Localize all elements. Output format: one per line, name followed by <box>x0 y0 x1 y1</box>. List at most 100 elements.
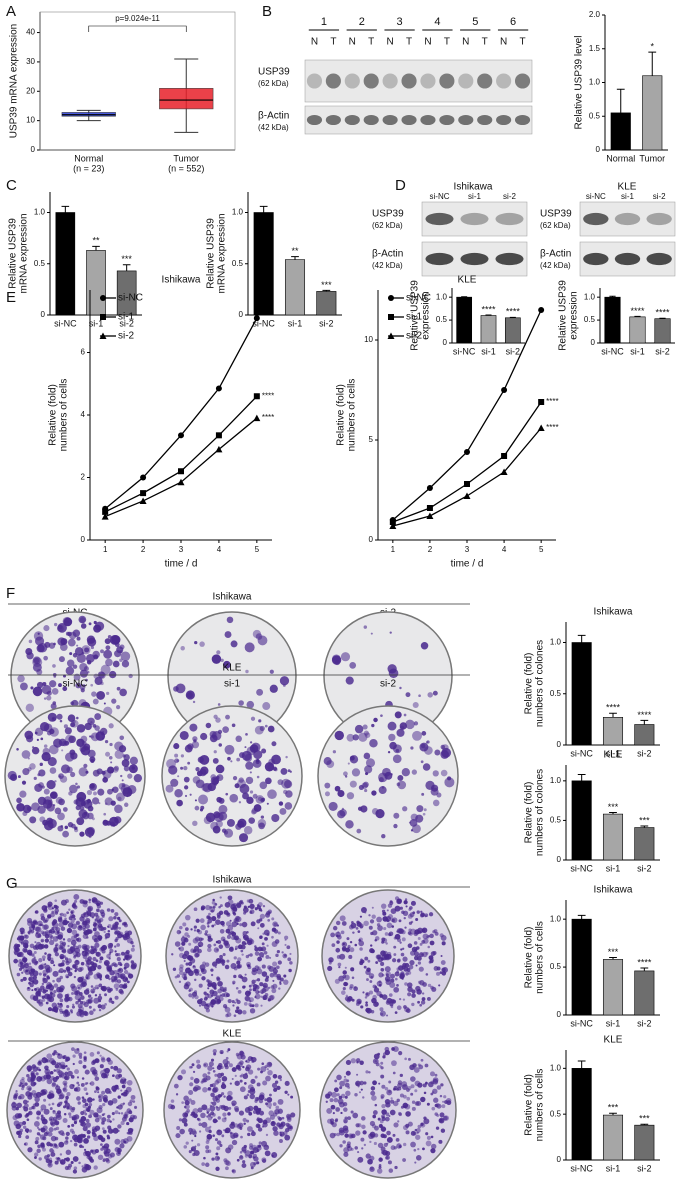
plate-spot <box>380 1061 384 1065</box>
marker <box>253 315 260 322</box>
plate-spot <box>80 1121 86 1127</box>
plate-spot <box>440 955 443 958</box>
plate-spot <box>243 1095 248 1100</box>
plate-spot <box>236 1006 240 1010</box>
plate-spot <box>344 1095 348 1099</box>
plate-spot <box>128 1117 134 1123</box>
plate-spot <box>50 912 55 918</box>
y-tick-label: 2.0 <box>589 10 601 19</box>
plate-spot <box>415 964 418 967</box>
plate-spot <box>386 1014 389 1017</box>
plate-spot <box>256 1144 260 1149</box>
plate-spot <box>221 1082 225 1085</box>
plate-spot <box>236 757 241 762</box>
plate-spot <box>101 1127 105 1131</box>
plate-spot <box>377 956 383 963</box>
plate-spot <box>218 797 225 804</box>
plate-spot <box>48 984 55 991</box>
plate-spot <box>337 931 340 934</box>
plate-spot <box>418 1064 424 1070</box>
plate-spot <box>396 782 401 787</box>
blot-band <box>496 114 512 126</box>
plate-spot <box>110 975 117 982</box>
marker <box>426 512 434 519</box>
plate-spot <box>409 819 418 827</box>
plate-spot <box>36 1110 42 1116</box>
plate-spot <box>67 1125 71 1128</box>
plate-spot <box>369 1140 372 1144</box>
plate-spot <box>91 916 94 919</box>
plate-spot <box>78 1060 83 1065</box>
plate-spot <box>385 1102 391 1108</box>
plate-spot <box>362 781 369 788</box>
panel-letter: C <box>6 177 17 194</box>
plate-spot <box>189 1132 192 1135</box>
plate-spot <box>248 1145 254 1150</box>
plate-spot <box>30 1081 36 1087</box>
plate-spot <box>394 977 398 981</box>
plate-spot <box>126 1131 130 1135</box>
plate-spot <box>431 986 437 992</box>
plate-spot <box>107 766 115 774</box>
plate-spot <box>273 1087 278 1092</box>
error-bar <box>577 634 586 643</box>
plate-spot <box>423 1091 427 1095</box>
plate-spot <box>121 779 124 782</box>
plate-spot <box>402 1158 406 1162</box>
plate-spot <box>108 977 111 981</box>
plate-spot <box>213 714 218 719</box>
plate-spot <box>409 1064 415 1071</box>
plate-spot <box>272 921 278 927</box>
plate-spot <box>279 1133 283 1137</box>
plate-spot <box>222 726 229 733</box>
plate-spot <box>436 971 440 976</box>
error-bar <box>640 1123 649 1126</box>
plate-spot <box>265 1102 268 1106</box>
plate-spot <box>381 1103 386 1109</box>
plate-spot <box>336 1074 342 1081</box>
y-axis-label: numbers of cells <box>535 921 546 994</box>
error-bar <box>577 1060 586 1069</box>
plate-spot <box>255 1108 261 1114</box>
plate-spot <box>40 916 46 921</box>
plate-spot <box>385 973 389 977</box>
plate-spot <box>328 801 338 811</box>
plate-spot <box>60 638 68 646</box>
bar <box>634 970 655 1016</box>
plate-spot <box>16 748 19 751</box>
blot-band <box>382 114 398 126</box>
blot-band <box>495 212 524 226</box>
plate-spot <box>258 719 262 723</box>
plate-spot <box>407 982 413 988</box>
y-axis-label: Relative (fold) <box>48 384 59 446</box>
plate-spot <box>376 980 383 987</box>
plate-spot <box>204 932 208 936</box>
panel-letter: D <box>395 177 406 194</box>
blot-band <box>306 114 323 126</box>
plate-spot <box>60 1064 66 1070</box>
plate-spot <box>42 799 53 809</box>
plate-spot <box>40 737 44 741</box>
plate-spot <box>418 966 424 972</box>
plate-spot <box>117 916 121 921</box>
plate-spot <box>245 761 254 770</box>
plate-spot <box>109 742 113 747</box>
plate-spot <box>283 979 289 985</box>
plate-spot <box>414 1128 418 1132</box>
plate-spot <box>28 1087 32 1091</box>
plate-spot <box>200 924 206 931</box>
plate-spot <box>84 1102 89 1107</box>
plate-spot <box>421 992 425 995</box>
plate-spot <box>31 1105 35 1110</box>
plate-spot <box>387 721 397 731</box>
plate-spot <box>193 1077 200 1084</box>
plate-spot <box>22 976 27 981</box>
plate-spot <box>382 1055 386 1059</box>
plate-spot <box>274 1108 280 1115</box>
plate-spot <box>207 918 213 924</box>
plate-spot <box>334 978 340 984</box>
plate-spot <box>347 1116 351 1120</box>
plate-spot <box>218 804 228 814</box>
plate-spot <box>88 898 92 902</box>
plate-spot <box>94 942 100 948</box>
